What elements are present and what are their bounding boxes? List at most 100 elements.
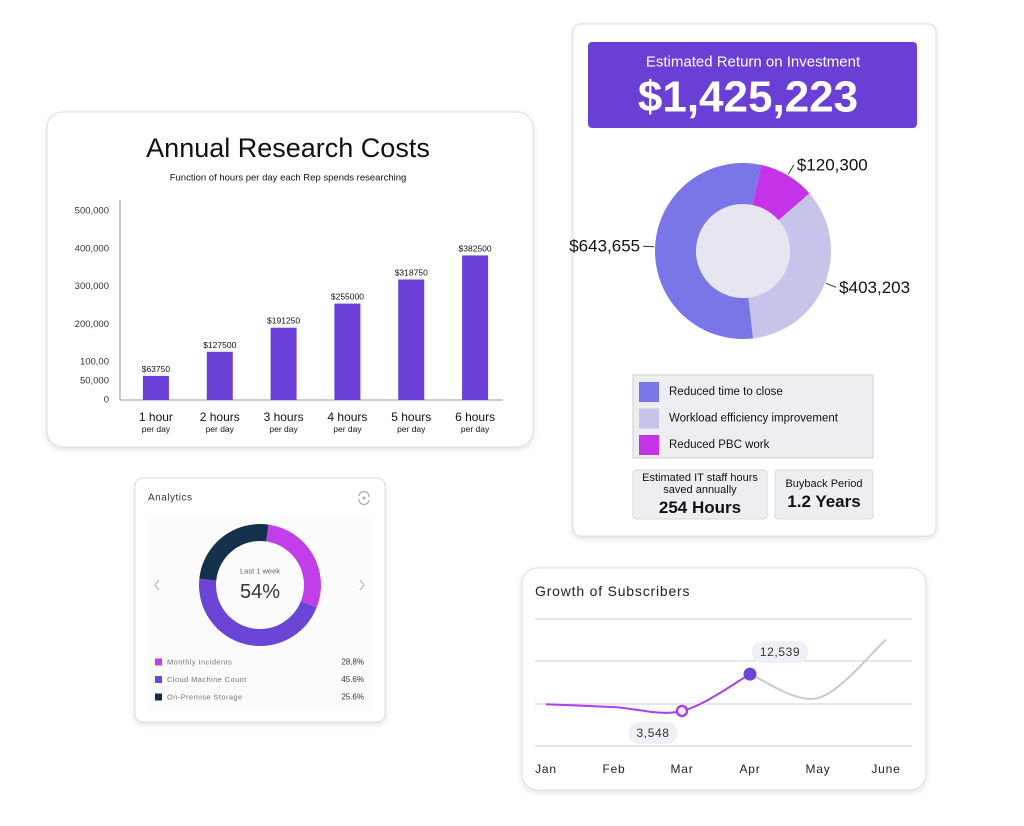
x-tick-label: 2 hours [200,410,240,424]
value-label: $643,655 [569,237,640,256]
y-tick-label: 500,000 [75,206,109,217]
stat-box [774,469,874,520]
line [749,638,887,700]
legend-value: 28,8% [341,658,364,667]
line-grid [535,618,912,747]
legend-label: Workload efficiency improvement [669,413,839,425]
leader-line [825,282,837,288]
x-tick-label: 1 hour [139,410,173,424]
legend-swatch [639,408,659,429]
x-tick-label: 3 hours [264,410,304,424]
legend-value: 25.6% [341,693,364,702]
x-tick-label: Mar [670,762,693,776]
leader-line [787,164,795,175]
y-tick-label: 200,000 [75,319,109,330]
headline: $1,425,223 [638,73,858,122]
chart-title: Annual Research Costs [146,133,430,163]
card-title: Analytics [148,493,193,504]
legend-swatch [155,658,162,666]
x-tick-label: 4 hours [327,410,367,424]
donut-segment [655,163,762,339]
x-tick-label: Apr [739,762,760,776]
donut-segment [199,523,269,581]
y-tick-label: 50,000 [80,376,109,387]
prev-arrow[interactable] [154,579,160,591]
x-tick-label: Feb [602,762,625,776]
value-label: $120,300 [797,155,868,174]
legend-label: Reduced time to close [669,386,783,398]
x-tick-sublabel: per day [333,424,362,434]
bar [334,303,361,400]
legend-swatch [639,382,659,402]
header-banner [588,42,917,128]
stat-value: 254 Hours [658,497,742,517]
next-arrow[interactable] [359,579,365,591]
value-label: $127500 [203,340,236,350]
legend-swatch [155,676,162,683]
legend-swatch [639,435,659,455]
legend-label: Monthly Incidents [167,658,232,667]
value-label: $382500 [459,243,492,253]
center-caption: Last 1 week [240,567,280,576]
value-label: $403,203 [839,278,910,297]
leader-line [643,245,655,248]
stat: Estimated IT staff hours saved annually … [633,470,767,519]
stat-value: 1.2 Years [787,491,861,511]
value-label: $318750 [395,268,428,278]
donut-segment [748,193,832,339]
legend-label: Cloud Machine Count [167,675,247,684]
refresh-icon[interactable] [358,490,370,506]
bar [142,375,169,400]
legend-label: On-Premise Storage [167,693,243,702]
y-tick-label: 400,000 [75,243,109,254]
stat-content: Buyback Period 1.2 Years [775,470,873,519]
donut-segment [266,524,321,608]
value-label: 3,548 [636,726,669,740]
bar [462,255,489,400]
value-label-pill [751,641,809,664]
chart-title: Growth of Subscribers [535,583,690,599]
x-tick-sublabel: per day [142,424,171,434]
legend-value: 45.6% [341,675,364,684]
bar [398,279,425,400]
stat: Buyback Period 1.2 Years [775,470,873,519]
legend-label: Reduced PBC work [669,439,770,451]
x-tick-label: 5 hours [391,410,431,424]
x-tick-sublabel: per day [461,424,490,434]
bar [270,327,297,400]
banner-title: Estimated Return on Investment [646,54,861,71]
y-tick-label: 0 [104,395,109,406]
donut-segment [752,164,810,221]
donut-segment [199,578,317,646]
x-tick-sublabel: per day [397,424,426,434]
line [545,673,751,714]
card [521,567,927,791]
x-tick-label: May [805,762,830,776]
value-label-pill [628,721,678,744]
x-tick-sublabel: per day [269,424,298,434]
stat-label: Buyback Period [785,477,863,490]
value-label: $191250 [267,316,300,326]
value-label: $255000 [331,292,364,302]
x-tick-sublabel: per day [206,424,235,434]
y-tick-label: 100,00 [80,357,109,368]
x-tick-label: Jan [535,762,557,776]
value-label: 12,539 [760,645,800,659]
chart-subtitle: Function of hours per day each Rep spend… [170,173,407,184]
center-label: 54% [240,581,280,603]
x-tick-label: June [871,762,900,776]
legend-swatch [155,693,162,701]
y-tick-label: 300,000 [75,281,109,292]
legend-box [632,374,874,459]
value-label: $63750 [142,364,171,374]
donut-center [696,204,790,298]
point-marker [743,667,757,681]
stat-content: Estimated IT staff hours saved annually … [633,470,767,519]
stat-label: Estimated IT staff hours saved annually [642,471,758,496]
stat-box [632,469,768,520]
point-marker [675,704,689,718]
x-tick-label: 6 hours [455,410,495,424]
bar [206,351,233,400]
